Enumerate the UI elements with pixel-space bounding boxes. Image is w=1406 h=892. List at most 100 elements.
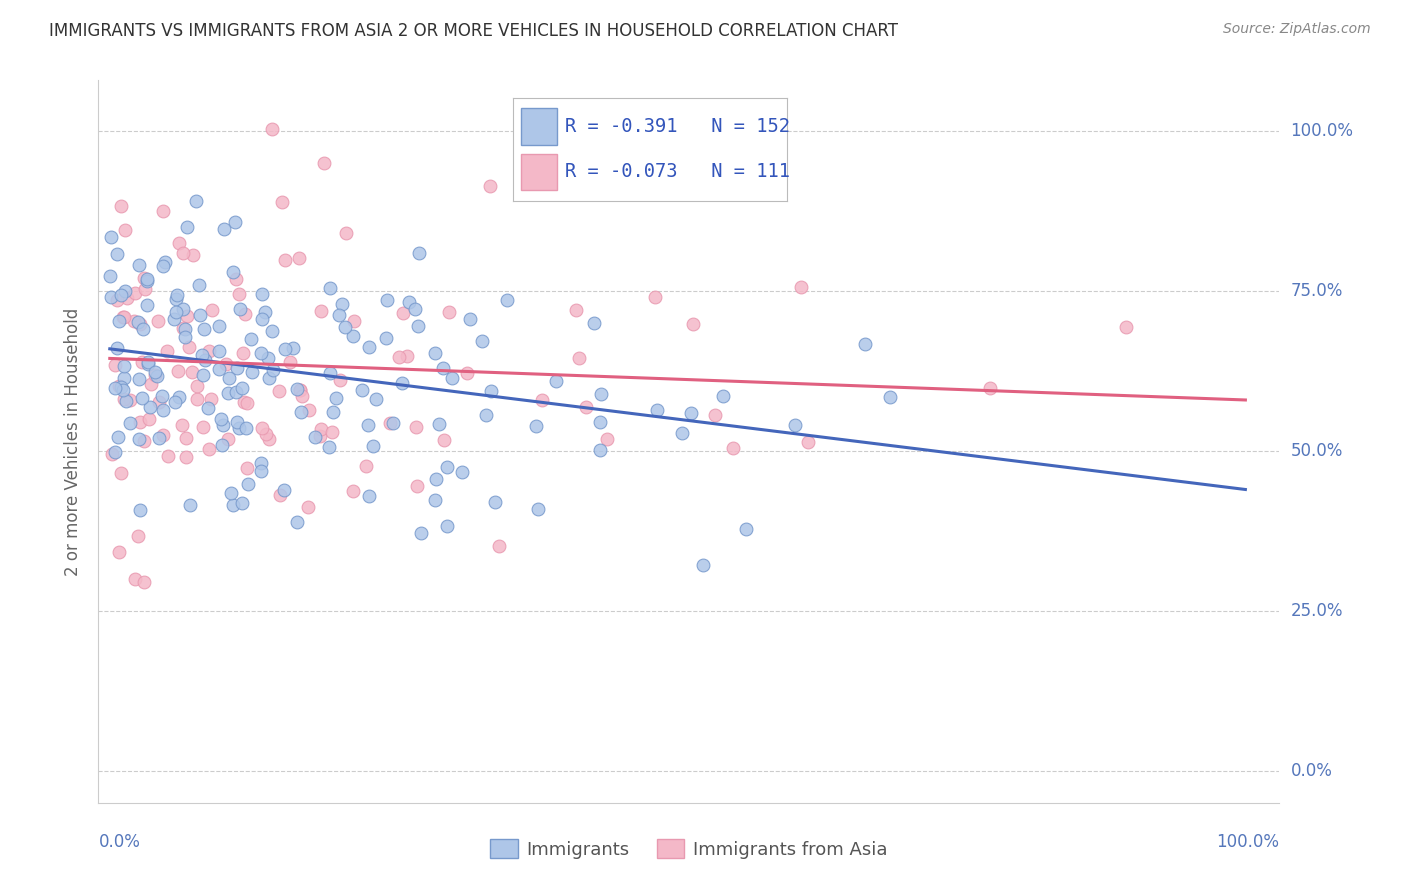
Point — [124, 286, 146, 301]
Point — [191, 368, 214, 383]
Point — [262, 121, 284, 136]
Point — [439, 305, 461, 319]
Point — [167, 391, 190, 405]
Point — [382, 417, 405, 431]
Point — [879, 390, 901, 404]
Point — [797, 435, 820, 450]
Point — [544, 374, 567, 388]
Point — [406, 319, 429, 334]
Point — [1115, 320, 1137, 334]
Point — [404, 301, 426, 316]
Point — [233, 394, 256, 409]
Point — [484, 494, 506, 508]
Point — [575, 400, 598, 414]
Point — [112, 310, 135, 325]
Point — [256, 351, 278, 366]
Point — [704, 408, 727, 422]
Point — [692, 558, 714, 572]
Point — [783, 417, 806, 432]
Point — [208, 362, 231, 376]
Text: 50.0%: 50.0% — [1291, 442, 1343, 460]
Point — [132, 322, 155, 336]
Point — [479, 384, 502, 399]
Point — [180, 365, 202, 379]
Point — [378, 416, 401, 430]
Point — [172, 418, 194, 433]
Point — [287, 251, 309, 265]
Point — [167, 364, 190, 378]
Point — [309, 303, 332, 318]
Point — [110, 466, 132, 480]
Point — [250, 456, 273, 470]
Point — [226, 361, 249, 376]
Point — [100, 230, 122, 244]
Point — [790, 280, 813, 294]
Point — [254, 426, 277, 441]
Point — [375, 331, 398, 345]
Point — [262, 324, 284, 338]
Point — [644, 290, 666, 304]
Point — [212, 222, 235, 236]
Point — [734, 522, 756, 536]
Point — [433, 433, 456, 447]
Point — [127, 315, 149, 329]
Point — [107, 293, 129, 307]
Point — [143, 365, 166, 379]
Point — [184, 194, 207, 208]
Point — [364, 392, 387, 407]
Point — [132, 271, 155, 285]
Text: 0.0%: 0.0% — [1291, 762, 1333, 780]
Point — [682, 317, 704, 331]
Y-axis label: 2 or more Vehicles in Household: 2 or more Vehicles in Household — [65, 308, 83, 575]
Point — [359, 340, 381, 354]
Point — [217, 386, 239, 401]
Point — [174, 321, 197, 335]
Point — [198, 344, 221, 359]
Point — [721, 441, 744, 455]
Point — [423, 492, 446, 507]
Point — [224, 215, 246, 229]
Point — [129, 415, 152, 429]
Point — [217, 432, 239, 446]
Point — [398, 295, 420, 310]
Point — [152, 259, 174, 273]
Point — [297, 500, 319, 514]
Point — [471, 334, 494, 349]
Point — [290, 405, 312, 419]
Point — [194, 352, 217, 367]
Point — [425, 472, 447, 486]
Point — [488, 540, 510, 554]
Point — [406, 478, 429, 492]
Point — [391, 306, 413, 320]
Point — [145, 369, 167, 384]
Point — [128, 503, 150, 517]
Point — [333, 319, 356, 334]
Point — [117, 291, 139, 305]
Point — [110, 288, 132, 302]
Point — [240, 332, 263, 346]
Point — [104, 358, 127, 372]
Point — [112, 371, 135, 385]
Text: R = -0.391   N = 152: R = -0.391 N = 152 — [565, 118, 790, 136]
Point — [235, 420, 257, 434]
Point — [153, 255, 176, 269]
Point — [172, 321, 194, 335]
Point — [110, 199, 132, 213]
Point — [165, 395, 187, 409]
Point — [112, 392, 135, 406]
Point — [512, 178, 534, 192]
Point — [132, 434, 155, 448]
Point — [127, 529, 149, 543]
Point — [427, 417, 450, 431]
Point — [304, 430, 326, 444]
Point — [135, 274, 157, 288]
Point — [269, 488, 291, 502]
Point — [596, 432, 619, 446]
Point — [115, 393, 138, 408]
Point — [391, 376, 413, 391]
Point — [166, 287, 188, 301]
Point — [122, 314, 145, 328]
Point — [335, 226, 357, 240]
Point — [330, 296, 353, 310]
Point — [853, 336, 876, 351]
